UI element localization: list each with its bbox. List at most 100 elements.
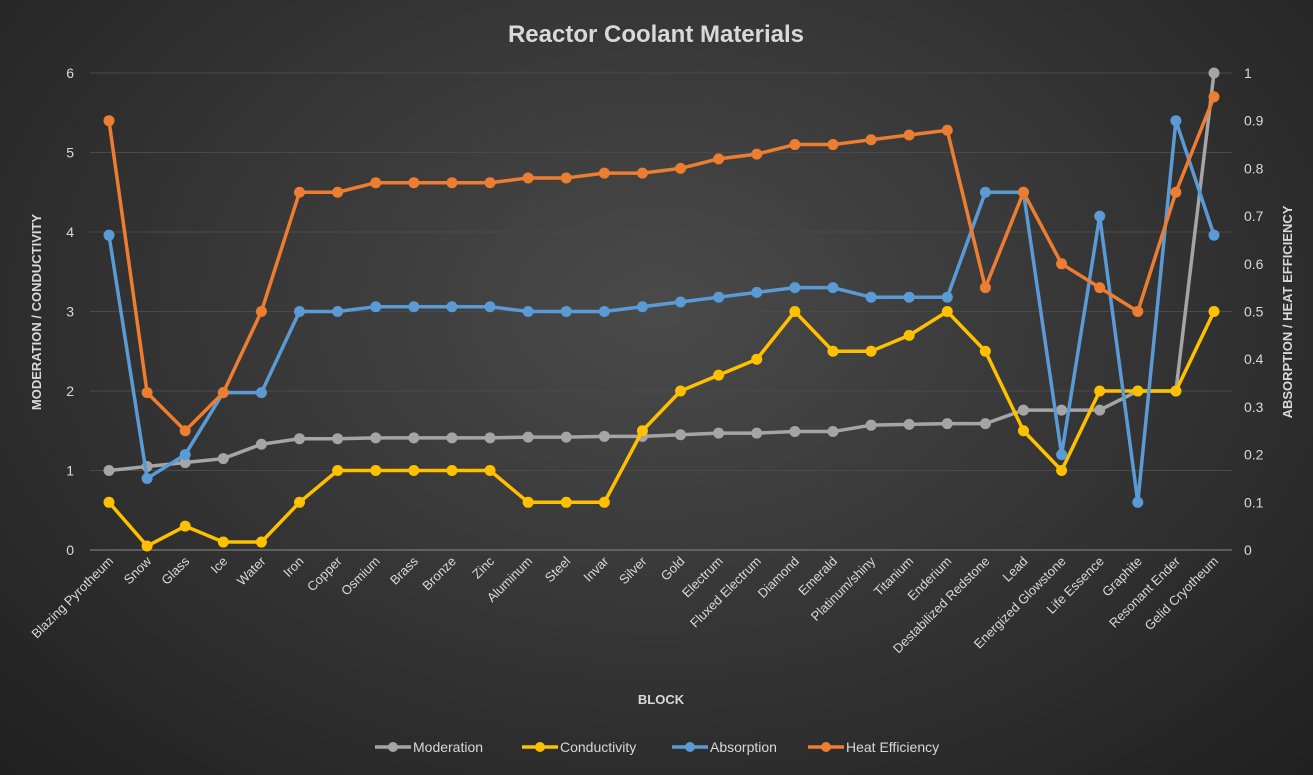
y-left-tick-label: 2 (66, 383, 74, 399)
data-point (713, 291, 725, 303)
data-point (1094, 385, 1106, 397)
y-right-tick-label: 0.4 (1244, 351, 1264, 367)
data-point (751, 286, 763, 298)
data-point (522, 431, 534, 443)
y-right-tick-label: 0 (1244, 542, 1252, 558)
data-point (255, 438, 267, 450)
data-point (103, 115, 115, 127)
data-point (1056, 404, 1068, 416)
x-tick-label: Zinc (469, 553, 497, 581)
series-line-absorption (107, 118, 1216, 505)
data-point (751, 353, 763, 365)
y-right-tick-label: 0.1 (1244, 494, 1264, 510)
data-point (408, 301, 420, 313)
series-line-heat-efficiency (107, 96, 1216, 433)
data-point (560, 431, 572, 443)
data-point (484, 301, 496, 313)
data-point (675, 429, 687, 441)
x-tick-label: Steel (542, 553, 574, 585)
data-point (865, 419, 877, 431)
data-point (141, 472, 153, 484)
data-point (979, 186, 991, 198)
data-point (713, 427, 725, 439)
data-point (522, 496, 534, 508)
data-point (255, 387, 267, 399)
data-point (1170, 385, 1182, 397)
data-point (1132, 385, 1144, 397)
y-right-tick-label: 0.7 (1244, 208, 1264, 224)
data-point (979, 418, 991, 430)
x-tick-label: Gold (658, 554, 688, 584)
x-tick-label: Diamond (755, 554, 802, 601)
x-tick-label: Lead (1000, 554, 1031, 585)
y-right-tick-label: 0.8 (1244, 160, 1264, 176)
x-tick-label: Glass (158, 553, 192, 587)
data-point (751, 427, 763, 439)
data-point (1017, 186, 1029, 198)
data-point (1208, 306, 1220, 317)
x-tick-label: Water (234, 553, 269, 588)
x-tick-label: Silver (616, 553, 650, 587)
data-point (865, 134, 877, 146)
data-point (675, 162, 687, 174)
data-point (522, 172, 534, 184)
legend: Moderation Conductivity Absorption Heat Eff… (375, 739, 939, 755)
data-point (941, 306, 953, 317)
data-point (370, 432, 382, 444)
data-point (1208, 91, 1220, 103)
data-point (675, 385, 687, 397)
data-point (408, 177, 420, 189)
data-point (446, 301, 458, 313)
data-point (1170, 115, 1182, 127)
data-point (713, 153, 725, 165)
x-tick-label: Invar (580, 553, 612, 585)
data-point (294, 433, 306, 445)
data-point (332, 465, 344, 476)
y-right-tick-label: 0.6 (1244, 256, 1264, 272)
data-point (484, 177, 496, 189)
legend-marker (388, 742, 398, 752)
data-point (1056, 449, 1068, 461)
data-point (1094, 404, 1106, 416)
x-tick-label: Brass (387, 553, 421, 587)
data-point (598, 496, 610, 508)
data-point (294, 186, 306, 198)
data-point (484, 465, 496, 476)
data-point (903, 418, 915, 430)
data-point (179, 425, 191, 437)
data-point (827, 345, 839, 357)
data-point (179, 457, 191, 469)
data-point (294, 306, 306, 317)
data-point (636, 425, 648, 437)
data-point (255, 306, 267, 317)
data-point (332, 186, 344, 198)
legend-label: Heat Efficiency (846, 739, 939, 755)
data-point (332, 306, 344, 317)
data-point (141, 540, 153, 552)
y-right-tick-label: 0.3 (1244, 399, 1264, 415)
data-point (598, 430, 610, 442)
data-point (903, 129, 915, 141)
data-point (217, 387, 229, 399)
y-left-tick-label: 5 (66, 145, 74, 161)
data-point (484, 432, 496, 444)
data-point (141, 387, 153, 399)
data-point (179, 520, 191, 532)
chart-title: Reactor Coolant Materials (508, 21, 804, 48)
data-point (979, 282, 991, 294)
data-point (1208, 67, 1220, 79)
data-point (332, 433, 344, 445)
data-point (1208, 229, 1220, 241)
data-point (865, 345, 877, 357)
data-point (370, 465, 382, 476)
data-point (103, 465, 115, 476)
data-point (903, 329, 915, 341)
x-axis-label: BLOCK (638, 692, 685, 707)
y-axis-left-label: MODERATION / CONDUCTIVITY (29, 214, 44, 411)
y-right-tick-label: 0.5 (1244, 304, 1264, 320)
data-point (827, 139, 839, 151)
data-point (294, 496, 306, 508)
data-point (598, 167, 610, 179)
